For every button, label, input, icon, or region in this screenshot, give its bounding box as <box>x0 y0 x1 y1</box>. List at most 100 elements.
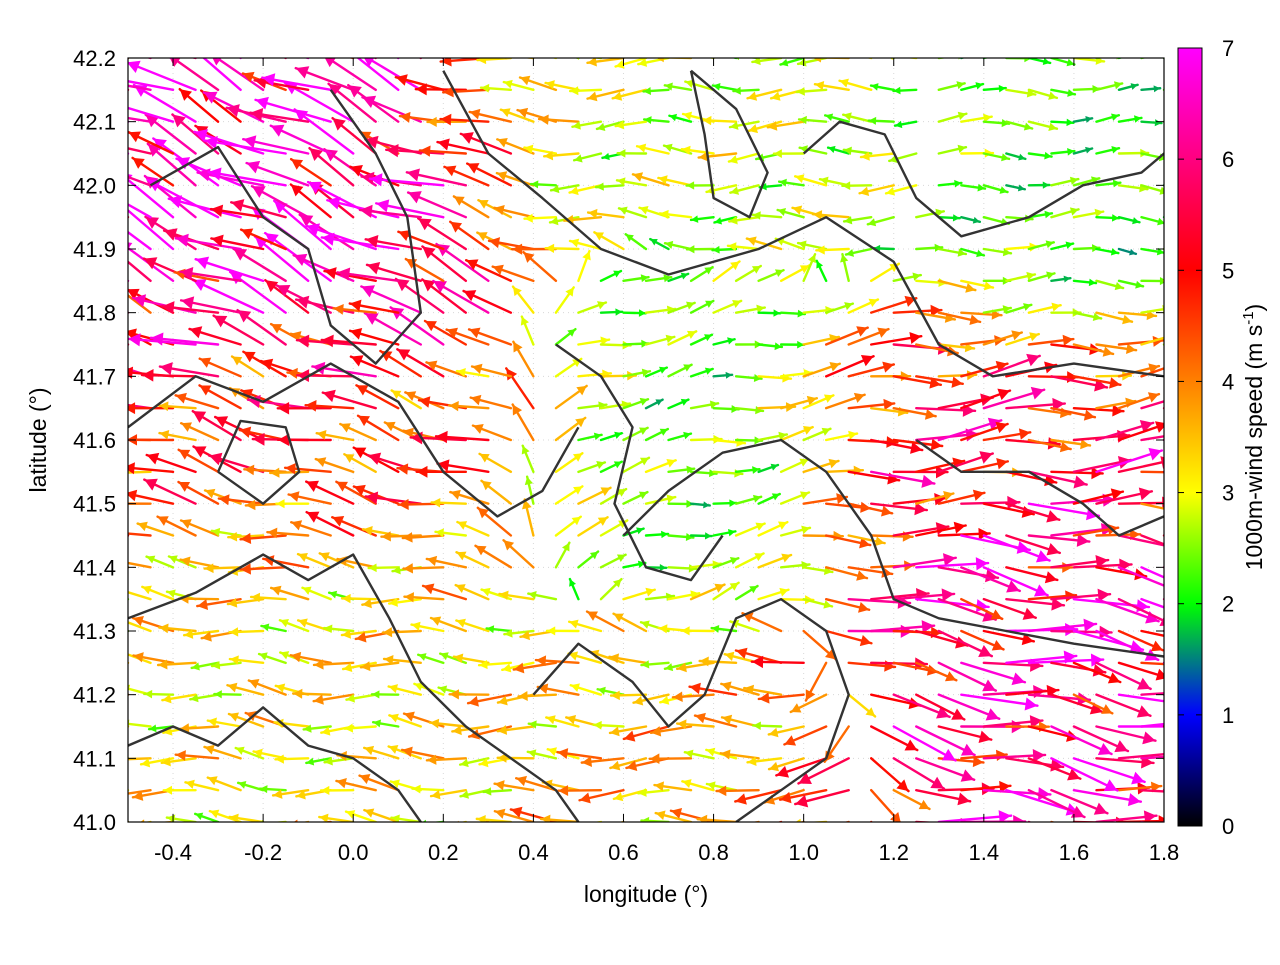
wind-vector-head <box>440 114 451 126</box>
wind-vector-head <box>996 458 1008 469</box>
wind-vector-head <box>1142 731 1155 744</box>
wind-vector-head <box>659 624 668 633</box>
colorbar-tick-label: 7 <box>1222 36 1234 61</box>
wind-vector-head <box>342 17 356 29</box>
wind-vector-head <box>151 332 164 345</box>
wind-vector-head <box>1051 303 1060 312</box>
wind-vector <box>684 51 714 58</box>
wind-vector-head <box>175 5 188 18</box>
wind-vector-head <box>690 683 701 694</box>
wind-vector-head <box>580 792 591 803</box>
wind-vector-head <box>1209 398 1221 411</box>
wind-vector-head <box>856 570 867 580</box>
wind-vector-head <box>806 824 817 835</box>
wind-vector-head <box>1205 720 1216 732</box>
wind-vector-head <box>973 51 980 58</box>
wind-vector <box>450 822 488 827</box>
wind-vector-head <box>1083 619 1096 632</box>
wind-vector <box>1141 308 1170 313</box>
wind-vector <box>154 25 218 58</box>
wind-vector-head <box>643 87 650 95</box>
wind-vector-head <box>886 436 897 448</box>
wind-vector <box>526 49 556 58</box>
wind-vector <box>433 822 466 829</box>
wind-vector-head <box>698 815 708 825</box>
wind-vector-head <box>792 819 801 828</box>
wind-vector-head <box>979 731 992 743</box>
wind-vector <box>337 41 398 90</box>
wind-vector-head <box>638 788 646 797</box>
wind-vector-head <box>695 713 706 723</box>
wind-vector-head <box>528 749 537 757</box>
wind-vector-head <box>526 47 535 56</box>
wind-vector-head <box>472 364 482 374</box>
wind-vector-head <box>209 453 222 465</box>
wind-vector-head <box>576 386 586 395</box>
colorbar-tick-label: 5 <box>1222 258 1234 283</box>
wind-vector-head <box>181 296 194 309</box>
wind-vector-head <box>468 696 479 707</box>
wind-vector-head <box>1204 474 1216 486</box>
y-tick-label: 41.5 <box>73 492 116 517</box>
wind-vector-head <box>984 281 993 290</box>
wind-vector-head <box>117 822 126 831</box>
wind-vector-head <box>594 721 602 730</box>
wind-vector-head <box>484 787 492 795</box>
wind-vector-head <box>112 197 125 210</box>
wind-vector-head <box>726 372 733 379</box>
wind-vector-head <box>881 506 892 517</box>
wind-vector-head <box>1030 826 1043 839</box>
wind-vector <box>102 597 128 599</box>
wind-vector-head <box>477 815 486 824</box>
wind-vector-head <box>1043 181 1050 188</box>
wind-vector <box>97 789 128 791</box>
wind-vector-head <box>274 45 287 58</box>
wind-vector-head <box>1202 543 1215 555</box>
wind-vector-head <box>504 80 513 89</box>
wind-vector-head <box>121 685 130 694</box>
wind-vector-head <box>705 532 712 539</box>
wind-vector <box>310 48 354 58</box>
wind-vector <box>613 822 646 828</box>
wind-vector-head <box>71 223 85 235</box>
wind-vector <box>718 822 758 829</box>
wind-vector-head <box>1154 85 1161 92</box>
wind-vector-head <box>138 40 151 53</box>
wind-vector-head <box>525 477 533 485</box>
colorbar-title: 1000m-wind speed (m s-1) <box>1240 304 1267 570</box>
wind-vector <box>75 70 128 90</box>
wind-vector-head <box>427 556 437 566</box>
wind-vector-head <box>118 587 128 596</box>
x-tick-label: 0.2 <box>428 840 459 865</box>
wind-vector-head <box>348 85 362 97</box>
wind-vector-head <box>241 533 252 544</box>
wind-vector-head <box>615 308 622 315</box>
wind-vector-head <box>718 822 728 832</box>
wind-vector-head <box>689 564 697 572</box>
wind-vector-head <box>441 55 452 67</box>
wind-vector-head <box>256 97 269 110</box>
wind-vector-head <box>190 326 203 338</box>
wind-vector-head <box>942 588 955 601</box>
wind-vector-head <box>773 309 780 316</box>
wind-vector-head <box>401 45 414 58</box>
wind-vector <box>121 723 151 727</box>
wind-vector-head <box>196 257 209 270</box>
wind-vector-head <box>684 48 693 57</box>
wind-vector <box>840 51 871 58</box>
wind-vector-head <box>95 714 105 723</box>
wind-vector-head <box>420 145 431 156</box>
wind-vector-head <box>322 31 336 43</box>
wind-vector-head <box>412 785 420 794</box>
y-tick-label: 41.7 <box>73 364 116 389</box>
wind-vector-head <box>953 214 960 221</box>
wind-vector <box>734 822 781 836</box>
wind-vector-head <box>610 761 620 771</box>
wind-vector-head <box>613 822 622 831</box>
wind-vector-head <box>1089 279 1096 286</box>
wind-vector-head <box>958 145 966 153</box>
wind-vector-head <box>160 362 173 375</box>
wind-vector-head <box>323 390 336 402</box>
